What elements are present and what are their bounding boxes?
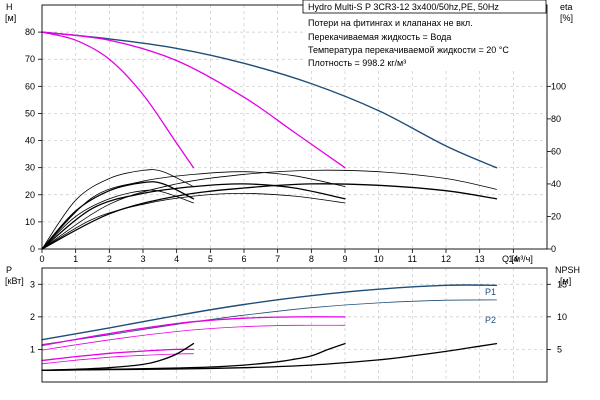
- p-tick-label: 1: [30, 344, 35, 354]
- y-left-tick-label: 40: [25, 136, 35, 146]
- x-axis-title: Q [м³/ч]: [502, 254, 533, 264]
- x-tick-label: 0: [39, 254, 44, 264]
- power-series-line: [41, 342, 346, 371]
- power-series-line: [41, 284, 498, 341]
- npsh-tick-label: 10: [557, 312, 567, 322]
- x-tick-label: 2: [107, 254, 112, 264]
- head-series-line: [41, 193, 346, 250]
- head-series-line: [41, 31, 498, 169]
- x-tick-label: 14: [508, 254, 518, 264]
- y-right-axis-title: eta: [560, 2, 573, 12]
- power-series-line: [41, 342, 195, 371]
- y-right-tick-label: 20: [551, 211, 561, 221]
- head-series-line: [41, 169, 194, 250]
- y-left-tick-label: 10: [25, 217, 35, 227]
- power-axes-labels: 1 2 3 5 10 15 P[кВт] NPSH[м] P1 P2: [5, 265, 580, 354]
- power-npsh-curves: [41, 284, 498, 371]
- series-label-p1: P1: [485, 287, 496, 297]
- y-right-axis-unit: [%]: [560, 13, 573, 23]
- power-plot-frame: [41, 267, 548, 383]
- y-left-tick-label: 0: [30, 244, 35, 254]
- y-left-tick-label: 60: [25, 81, 35, 91]
- p-tick-label: 3: [30, 279, 35, 289]
- p-axis-title: P: [6, 265, 12, 275]
- power-series-line: [41, 353, 194, 365]
- x-tick-label: 1: [73, 254, 78, 264]
- head-series-line: [41, 189, 194, 250]
- note-density: Плотность = 998.2 кг/м³: [308, 58, 406, 68]
- x-tick-label: 6: [241, 254, 246, 264]
- p-axis-unit: [кВт]: [5, 276, 24, 286]
- x-tick-label: 12: [441, 254, 451, 264]
- head-series-line: [41, 31, 346, 169]
- y-left-axis-title: H: [6, 2, 13, 12]
- power-series-line: [41, 316, 346, 347]
- chart-title: Hydro Multi-S P 3CR3-12 3x400/50hz,PE, 5…: [308, 2, 499, 12]
- conditions-legend-box: Hydro Multi-S P 3CR3-12 3x400/50hz,PE, 5…: [302, 0, 547, 70]
- head-plot-frame: [41, 4, 548, 250]
- y-right-tick-label: 100: [551, 81, 566, 91]
- power-series-line: [41, 324, 346, 351]
- note-liquid: Перекачиваемая жидкость = Вода: [308, 32, 451, 42]
- x-tick-label: 9: [342, 254, 347, 264]
- note-temperature: Температура перекачиваемой жидкости = 20…: [308, 45, 509, 55]
- npsh-tick-label: 5: [557, 344, 562, 354]
- head-series-line: [41, 183, 498, 250]
- power-series-line: [41, 348, 195, 362]
- y-left-axis-unit: [м]: [5, 13, 16, 23]
- y-left-tick-label: 80: [25, 27, 35, 37]
- power-series-line: [41, 299, 497, 345]
- x-tick-label: 11: [408, 254, 417, 264]
- y-right-tick-label: 0: [551, 244, 556, 254]
- x-tick-label: 8: [309, 254, 314, 264]
- head-series-line: [41, 169, 497, 250]
- y-left-tick-label: 20: [25, 190, 35, 200]
- npsh-tick-label: 15: [557, 279, 567, 289]
- head-axes-labels: 0 1 2 3 4 5 6 7 8 9 10 11 12 13 1401020304050607080020…: [5, 2, 573, 264]
- x-tick-label: 4: [174, 254, 179, 264]
- x-tick-label: 3: [140, 254, 145, 264]
- x-tick-label: 13: [475, 254, 485, 264]
- note-fittings: Потери на фитингах и клапанах не вкл.: [308, 18, 473, 28]
- conditions-title-bg: [302, 0, 547, 14]
- y-right-tick-label: 40: [551, 179, 561, 189]
- npsh-axis-title: NPSH: [555, 265, 580, 275]
- y-left-tick-label: 50: [25, 108, 35, 118]
- head-efficiency-curves: [41, 31, 498, 250]
- npsh-axis-unit: [м]: [560, 276, 571, 286]
- series-label-p2: P2: [485, 315, 496, 325]
- x-tick-label: 5: [208, 254, 213, 264]
- head-series-line: [41, 181, 195, 250]
- head-series-line: [41, 31, 195, 169]
- x-tick-label: 10: [374, 254, 384, 264]
- head-series-line: [41, 171, 346, 250]
- y-right-tick-label: 80: [551, 114, 561, 124]
- y-left-tick-label: 70: [25, 54, 35, 64]
- y-right-tick-label: 60: [551, 146, 561, 156]
- p-tick-label: 2: [30, 312, 35, 322]
- y-left-tick-label: 30: [25, 163, 35, 173]
- x-tick-label: 7: [275, 254, 280, 264]
